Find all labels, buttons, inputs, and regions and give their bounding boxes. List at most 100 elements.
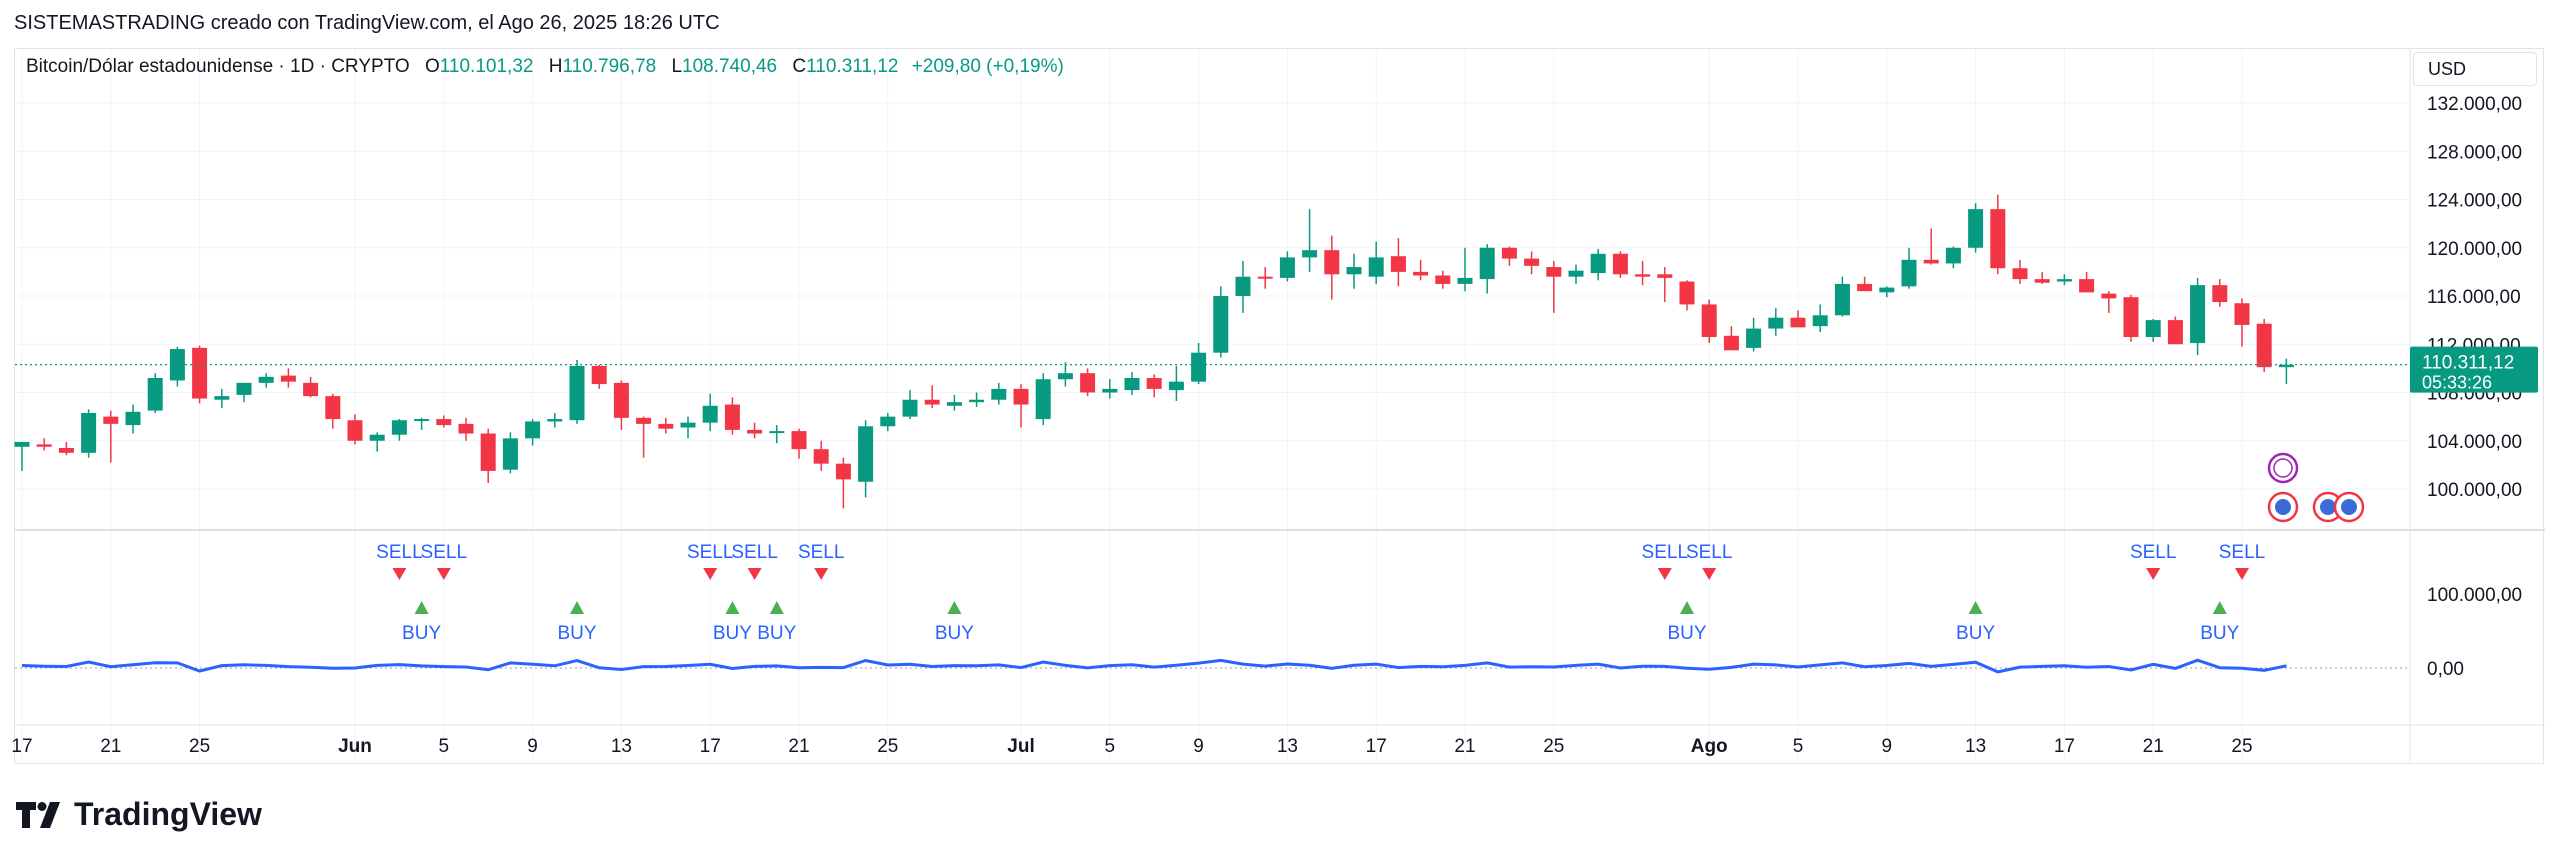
flag-icon-core (2273, 497, 2293, 517)
candle-body (2034, 279, 2050, 283)
candle-body (169, 349, 185, 381)
candle-body (769, 431, 785, 434)
candle-body (325, 396, 341, 420)
sell-arrow-icon (392, 568, 407, 580)
symbol-legend: Bitcoin/Dólar estadounidense · 1D · CRYP… (26, 56, 1064, 78)
last-price-label: 110.311,12 (2422, 353, 2514, 374)
tradingview-logo-icon (16, 801, 60, 828)
lightning-icon-core (2273, 458, 2293, 478)
sell-arrow-icon (1657, 568, 1672, 580)
tradingview-logo[interactable]: TradingView (16, 796, 262, 833)
buy-signal-label: BUY (1667, 623, 1706, 644)
open-label: O (424, 56, 440, 77)
candle-body (347, 420, 363, 441)
time-tick-label: 25 (2231, 736, 2252, 757)
candle-body (2190, 285, 2206, 344)
candle-body (369, 434, 385, 441)
time-tick-label: 5 (1105, 736, 1116, 757)
candle-body (280, 375, 296, 382)
buy-arrow-icon (414, 601, 429, 614)
time-tick-label: 13 (1965, 736, 1986, 757)
sell-signal-label: SELL (687, 542, 733, 563)
candle-body (1235, 276, 1251, 296)
buy-arrow-icon (570, 601, 584, 614)
sell-arrow-icon (436, 568, 451, 580)
candle-body (1324, 250, 1340, 275)
logo-text: TradingView (74, 796, 262, 832)
sell-signal-label: SELL (798, 542, 844, 563)
candle-body (2256, 323, 2272, 368)
buy-signal-label: BUY (713, 623, 752, 644)
time-axis[interactable]: 17 21 25 Jun 5 9 13 17 21 25 Jul 5 9 13 17 21 25 Ago 5 9 13 1… (11, 736, 2252, 757)
sell-signal-label: SELL (421, 542, 467, 563)
candle-body (414, 419, 430, 422)
candle-body (2234, 303, 2250, 325)
sell-arrow-icon (1702, 568, 1717, 580)
change-value: +209,80 (+0,19%) (911, 56, 1064, 77)
symbol-name: Bitcoin/Dólar estadounidense · 1D · CRYP… (26, 56, 410, 77)
candle-body (1901, 259, 1917, 287)
buy-signal-label: BUY (757, 623, 796, 644)
high-value: 110.796,78 (562, 56, 657, 77)
open-value: 110.101,32 (439, 56, 534, 77)
price-tick-label: 132.000,00 (2427, 94, 2522, 115)
buy-signal-label: BUY (2200, 623, 2239, 644)
candle-body (1857, 283, 1873, 292)
close-label: C (792, 56, 807, 77)
time-tick-label: 17 (11, 736, 32, 757)
currency-button[interactable]: USD (2413, 52, 2537, 86)
candle-body (1346, 267, 1362, 275)
time-tick-label: 9 (1882, 736, 1893, 757)
candle-body (2079, 279, 2095, 293)
candle-body (192, 347, 208, 399)
candle-body (1124, 378, 1140, 391)
candle-body (14, 441, 30, 447)
time-tick-label: 13 (611, 736, 632, 757)
buy-arrow-icon (1680, 601, 1694, 614)
candle-body (1279, 257, 1295, 278)
time-tick-label: 25 (189, 736, 210, 757)
candle-body (303, 382, 319, 397)
candle-body (81, 413, 97, 453)
candle-body (147, 378, 163, 411)
candle-body (902, 399, 918, 417)
time-tick-label: 9 (527, 736, 538, 757)
time-tick-label: 25 (1543, 736, 1564, 757)
candle-body (1191, 352, 1207, 382)
candle-body (1302, 250, 1318, 258)
sell-signal-label: SELL (2130, 542, 2176, 563)
candle-body (1368, 257, 1384, 277)
candle-body (835, 463, 851, 480)
grid-lines (15, 49, 2545, 763)
close-value: 110.311,12 (806, 56, 899, 77)
price-axis[interactable]: 100.000,00104.000,00108.000,00112.000,00… (2410, 94, 2538, 680)
candle-body (525, 421, 541, 439)
candle-body (1390, 256, 1406, 272)
candle-body (1546, 267, 1562, 277)
candle-body (724, 404, 740, 430)
sell-arrow-icon (2235, 568, 2249, 580)
candle-body (636, 417, 652, 424)
candle-body (1080, 373, 1096, 393)
candle-body (1968, 209, 1984, 248)
candle-body (58, 447, 74, 453)
time-tick-label: 21 (2143, 736, 2164, 757)
candle-body (1413, 271, 1429, 276)
buy-signal-label: BUY (557, 623, 596, 644)
sell-arrow-icon (747, 568, 762, 580)
candle-body (1524, 258, 1540, 266)
buy-arrow-icon (947, 601, 962, 614)
candle-body (2145, 320, 2161, 338)
candle-body (125, 411, 141, 426)
zero-level-label: 0,00 (2427, 659, 2464, 680)
candle-body (1990, 209, 2006, 269)
candle-body (569, 365, 585, 421)
sell-signal-label: SELL (731, 542, 777, 563)
chart-frame (14, 48, 2544, 764)
candle-body (1435, 275, 1451, 284)
candle-body (813, 449, 829, 464)
candle-body (547, 419, 563, 422)
candle-body (1945, 247, 1961, 264)
candle-body (391, 420, 407, 435)
